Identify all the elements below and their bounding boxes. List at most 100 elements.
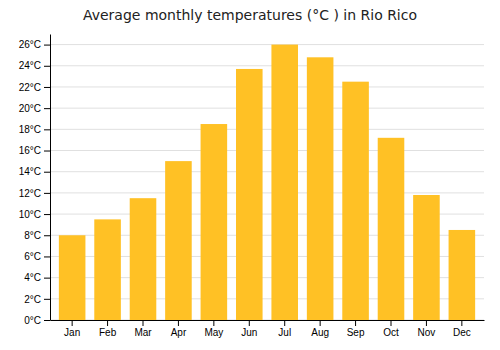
y-tick-label: 16°C	[19, 145, 41, 156]
x-tick: Feb	[99, 320, 117, 338]
y-tick-label: 12°C	[19, 188, 41, 199]
x-tick: Nov	[418, 320, 436, 338]
grid-line	[50, 86, 484, 87]
x-tick-label: Oct	[383, 327, 399, 338]
x-tick-mark	[143, 320, 144, 326]
y-tick-label: 6°C	[24, 251, 41, 262]
x-tick-label: Nov	[418, 327, 436, 338]
y-axis-line	[50, 35, 51, 321]
y-tick-mark	[44, 193, 50, 194]
y-tick: 12°C	[19, 188, 50, 199]
y-tick-label: 10°C	[19, 209, 41, 220]
x-tick: Sep	[347, 320, 365, 338]
y-axis: 0°C 2°C 4°C 6°C 8°C 10°C 12°C 14°C 16°C 18°C 20°C 2…	[19, 35, 51, 326]
y-tick-mark	[44, 256, 50, 257]
x-tick-mark	[320, 320, 321, 326]
grid-line	[50, 129, 484, 130]
y-tick-mark	[44, 129, 50, 130]
y-tick-label: 14°C	[19, 166, 41, 177]
y-tick: 24°C	[19, 60, 50, 71]
bars	[59, 45, 475, 320]
bar	[59, 235, 86, 320]
bar	[201, 124, 228, 320]
y-tick-label: 26°C	[19, 39, 41, 50]
chart-container: Average monthly temperatures (°C ) in Ri…	[0, 0, 500, 350]
y-tick: 6°C	[24, 251, 50, 262]
y-tick-label: 24°C	[19, 60, 41, 71]
x-tick-label: Jun	[241, 327, 257, 338]
x-tick: Jul	[278, 320, 291, 338]
y-tick: 10°C	[19, 209, 50, 220]
x-tick: Dec	[453, 320, 471, 338]
grid-line	[50, 108, 484, 109]
x-axis-line	[51, 320, 485, 321]
y-tick-mark	[44, 299, 50, 300]
y-tick-label: 8°C	[24, 230, 41, 241]
y-tick-mark	[44, 235, 50, 236]
bar	[130, 198, 157, 320]
bar	[94, 219, 121, 320]
x-tick: May	[204, 320, 223, 338]
x-tick-mark	[178, 320, 179, 326]
bar	[236, 69, 263, 320]
x-tick-label: Feb	[99, 327, 117, 338]
grid-line	[50, 65, 484, 66]
y-tick-mark	[44, 278, 50, 279]
y-tick-label: 4°C	[24, 272, 41, 283]
bar	[307, 57, 334, 320]
bar	[271, 45, 298, 320]
chart-title: Average monthly temperatures (°C ) in Ri…	[83, 7, 417, 23]
grid	[50, 45, 484, 320]
x-tick-label: Aug	[311, 327, 329, 338]
y-tick-mark	[44, 66, 50, 67]
y-tick: 8°C	[24, 230, 50, 241]
y-tick: 14°C	[19, 166, 50, 177]
y-tick-label: 20°C	[19, 103, 41, 114]
x-tick: Mar	[134, 320, 152, 338]
x-tick: Oct	[383, 320, 399, 338]
y-tick-mark	[44, 45, 50, 46]
x-tick-mark	[461, 320, 462, 326]
x-tick: Jan	[64, 320, 80, 338]
grid-line	[50, 44, 484, 45]
y-tick-mark	[44, 108, 50, 109]
y-tick-mark	[44, 214, 50, 215]
x-tick-label: Mar	[134, 327, 152, 338]
x-tick-mark	[284, 320, 285, 326]
y-tick-mark	[44, 151, 50, 152]
y-tick-label: 22°C	[19, 82, 41, 93]
x-tick-mark	[426, 320, 427, 326]
grid-line	[50, 171, 484, 172]
x-axis: JanFebMarAprMayJunJulAugSepOctNovDec	[51, 320, 485, 338]
bar	[342, 82, 369, 320]
y-tick: 26°C	[19, 39, 50, 50]
y-tick-mark	[44, 172, 50, 173]
y-tick: 16°C	[19, 145, 50, 156]
y-tick-mark	[44, 87, 50, 88]
x-tick-label: Dec	[453, 327, 471, 338]
y-tick-label: 0°C	[24, 315, 41, 326]
plot: 0°C 2°C 4°C 6°C 8°C 10°C 12°C 14°C 16°C 18°C 20°C 2…	[19, 35, 485, 339]
x-tick-mark	[72, 320, 73, 326]
grid-line	[50, 192, 484, 193]
chart-svg: Average monthly temperatures (°C ) in Ri…	[0, 0, 500, 350]
y-tick: 20°C	[19, 103, 50, 114]
x-tick-label: Jul	[278, 327, 291, 338]
y-tick-label: 2°C	[24, 294, 41, 305]
x-tick-mark	[355, 320, 356, 326]
x-tick-mark	[213, 320, 214, 326]
y-tick: 2°C	[24, 294, 50, 305]
grid-line	[50, 150, 484, 151]
x-tick-label: May	[204, 327, 223, 338]
bar	[165, 161, 192, 320]
bar	[378, 138, 405, 320]
x-tick-label: Sep	[347, 327, 365, 338]
bar	[449, 230, 476, 320]
bar	[413, 195, 440, 320]
y-tick: 22°C	[19, 82, 50, 93]
x-tick-mark	[391, 320, 392, 326]
x-tick-label: Jan	[64, 327, 80, 338]
x-tick: Jun	[241, 320, 257, 338]
x-tick-mark	[249, 320, 250, 326]
y-tick: 18°C	[19, 124, 50, 135]
